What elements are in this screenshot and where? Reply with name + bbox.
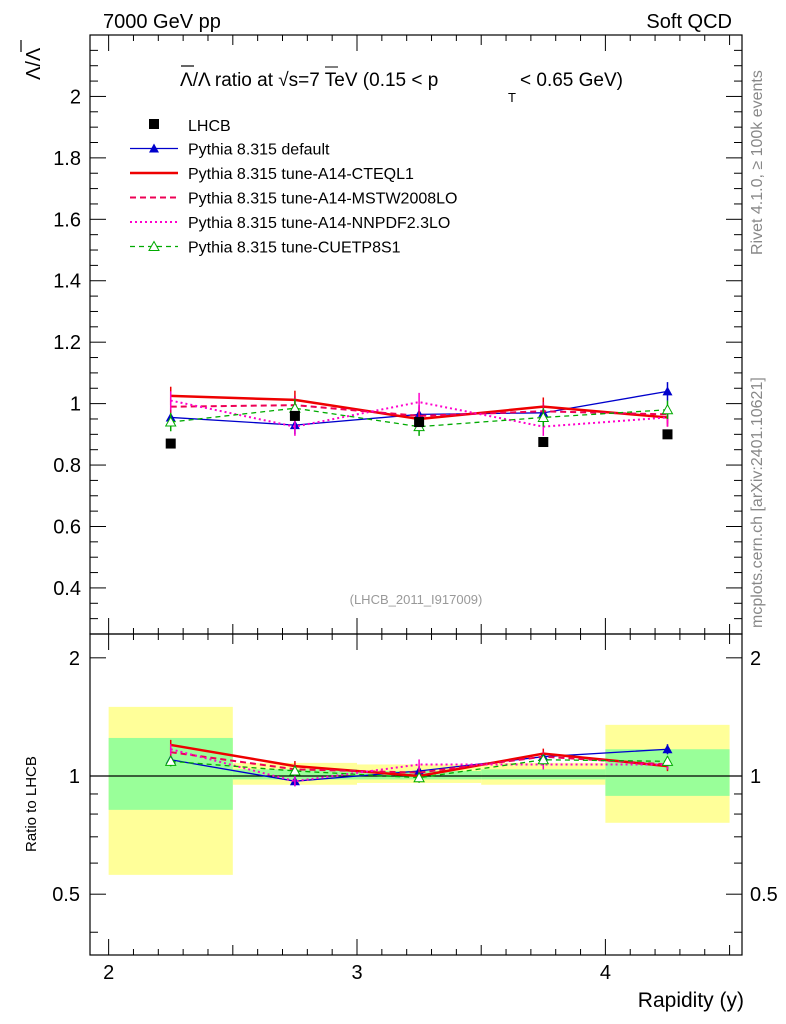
y-axis-label: Λ/Λ	[23, 47, 45, 80]
y-tick-label: 1.6	[53, 209, 81, 231]
series-ratio-marker	[537, 753, 550, 765]
series-marker	[164, 416, 177, 427]
series-ratio-marker	[413, 771, 425, 783]
ratio-tick-label-right: 2	[750, 648, 761, 670]
y-tick-label: 1.4	[53, 271, 81, 293]
ratio-tick-label: 1	[69, 766, 80, 788]
series-line	[170, 404, 668, 417]
x-axis-label: Rapidity (y)	[638, 989, 744, 1012]
title-text: Λ/Λ ratio at √s=7 TeV (0.15 < p	[180, 70, 438, 91]
series-line	[170, 399, 668, 428]
ratio-axes: 2 3 4 0.5 0.5 1 1 2 2	[52, 633, 778, 984]
ratio-tick-label: 2	[69, 648, 80, 670]
ratio-tick-label: 0.5	[52, 884, 80, 906]
series-ratio-marker	[164, 755, 177, 766]
y-axis-label-text: Λ/Λ	[23, 47, 45, 80]
ratio-series	[164, 739, 674, 787]
y-tick-label: 2	[70, 86, 81, 108]
series-ratio-marker	[662, 744, 673, 754]
legend-label: Pythia 8.315 tune-A14-MSTW2008LO	[188, 191, 457, 208]
data-point	[289, 410, 300, 421]
ratio-frame	[89, 633, 743, 956]
x-tick-label: 2	[103, 962, 114, 984]
main-series	[164, 382, 674, 436]
legend: LHCB Pythia 8.315 default Pythia 8.315 tun…	[130, 118, 457, 257]
series-ratio-line	[170, 759, 668, 779]
rivet-label: Rivet 4.1.0, ≥ 100k events	[749, 70, 766, 255]
analysis-watermark: (LHCB_2011_I917009)	[350, 592, 483, 607]
series-ratio-marker	[661, 755, 674, 766]
title-sub: T	[508, 90, 516, 105]
series-line	[170, 407, 668, 428]
legend-label: Pythia 8.315 tune-CUETP8S1	[188, 240, 401, 257]
legend-data-label: LHCB	[188, 118, 231, 135]
data-points	[165, 410, 673, 449]
y-tick-label: 1.8	[53, 148, 81, 170]
y-tick-label: 1.2	[53, 332, 81, 354]
x-tick-label: 3	[351, 962, 362, 984]
series-marker	[662, 386, 673, 396]
plot-title: Λ/Λ ratio at √s=7 TeV (0.15 < p T < 0.65…	[180, 65, 623, 105]
header-left: 7000 GeV pp	[103, 11, 221, 33]
mcplots-label: mcplots.cern.ch [arXiv:2401.10621]	[749, 377, 766, 628]
series-ratio-marker	[289, 764, 301, 776]
series-ratio-line	[170, 748, 668, 783]
y-tick-label: 1	[70, 394, 81, 416]
legend-data-marker	[149, 119, 159, 129]
data-point	[165, 438, 176, 449]
y-tick-label: 0.6	[53, 516, 81, 538]
legend-label: Pythia 8.315 default	[188, 142, 330, 159]
y-tick-label: 0.4	[53, 578, 81, 600]
title-tail: < 0.65 GeV)	[520, 70, 623, 91]
series-marker	[537, 411, 550, 422]
series-ratio-line	[170, 751, 668, 774]
legend-label: Pythia 8.315 tune-A14-CTEQL1	[188, 166, 414, 183]
ratio-y-axis-label: Ratio to LHCB	[23, 756, 40, 852]
series-marker	[661, 403, 674, 415]
y-tick-label: 0.8	[53, 455, 81, 477]
ratio-bands	[108, 706, 730, 875]
ratio-tick-label-right: 0.5	[750, 884, 778, 906]
legend-marker	[149, 143, 159, 153]
data-point	[538, 437, 549, 448]
legend-label: Pythia 8.315 tune-A14-NNPDF2.3LO	[188, 215, 450, 232]
ratio-tick-label-right: 1	[750, 766, 761, 788]
x-tick-label: 4	[600, 962, 611, 984]
data-point	[414, 417, 425, 428]
header-right: Soft QCD	[646, 11, 732, 33]
band-inner	[481, 769, 606, 780]
data-point	[662, 429, 673, 440]
ratio-y-axis-label-text: Ratio to LHCB	[23, 756, 40, 852]
legend-marker	[148, 240, 160, 251]
